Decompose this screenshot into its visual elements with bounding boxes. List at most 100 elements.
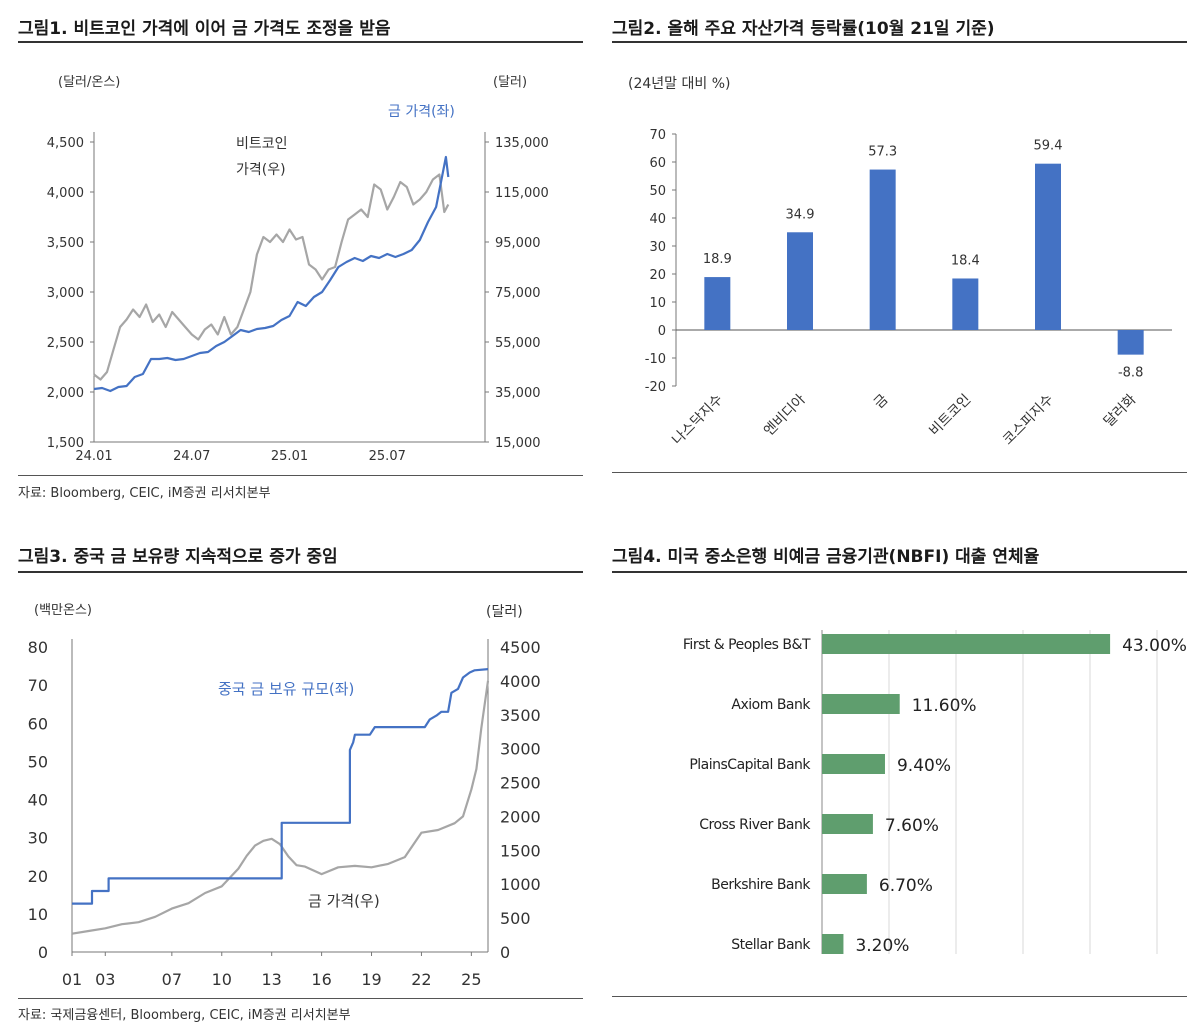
bar-금 xyxy=(869,169,896,330)
figure-2-title-rule xyxy=(612,41,1187,43)
right-axis-tick-label: 3500 xyxy=(500,706,541,725)
left-axis-tick-label: 20 xyxy=(28,867,48,886)
right-axis-tick-label: 4500 xyxy=(500,638,541,657)
left-axis-tick-label: 2,500 xyxy=(47,336,84,351)
x-axis-tick-label: 07 xyxy=(162,970,182,989)
left-axis-tick-label: 3,500 xyxy=(47,236,84,251)
x-axis-tick-label: 01 xyxy=(62,970,82,989)
right-axis-tick-label: 2000 xyxy=(500,807,541,826)
right-axis-tick-label: 1500 xyxy=(500,841,541,860)
left-axis-tick-label: 50 xyxy=(28,752,48,771)
right-axis-unit: (달러) xyxy=(486,604,523,620)
left-axis-tick-label: 60 xyxy=(28,714,48,733)
y-axis-tick-label: 20 xyxy=(649,268,666,283)
bar-Axiom Bank xyxy=(822,694,900,714)
category-label: 달러화 xyxy=(1101,391,1140,430)
bar-value-label: 59.4 xyxy=(1034,139,1063,154)
gold-price-line xyxy=(93,155,450,393)
y-axis-tick-label: -20 xyxy=(645,380,666,395)
bar-value-label: 34.9 xyxy=(786,207,815,222)
figure-4-bottom-rule xyxy=(612,996,1187,997)
figure-3-bottom-rule xyxy=(18,998,583,999)
figure-2-ylabel: (24년말 대비 %) xyxy=(628,76,730,92)
bitcoin-annotation-line1: 비트코인 xyxy=(236,136,288,152)
figure-1-title: 그림1. 비트코인 가격에 이어 금 가격도 조정을 받음 xyxy=(18,19,391,39)
y-axis-tick-label: 50 xyxy=(649,184,666,199)
category-label: 코스피지수 xyxy=(1000,391,1057,448)
x-axis-tick-label: 13 xyxy=(262,970,282,989)
bar-나스닥지수 xyxy=(704,277,731,330)
right-axis-tick-label: 95,000 xyxy=(495,236,541,251)
bar-value-label: 9.40% xyxy=(897,756,951,776)
right-axis-unit: (달러) xyxy=(493,75,527,90)
y-axis-tick-label: -10 xyxy=(645,352,666,367)
y-axis-tick-label: 60 xyxy=(649,156,666,171)
right-axis-tick-label: 75,000 xyxy=(495,286,541,301)
left-axis-tick-label: 1,500 xyxy=(47,436,84,451)
left-axis-unit: (달러/온스) xyxy=(58,75,120,90)
category-label: First & Peoples B&T xyxy=(683,637,811,653)
right-axis-tick-label: 4000 xyxy=(500,672,541,691)
figure-3-title: 그림3. 중국 금 보유량 지속적으로 증가 중임 xyxy=(18,547,338,567)
bar-value-label: 6.70% xyxy=(879,876,933,896)
right-axis-tick-label: 135,000 xyxy=(495,136,549,151)
x-axis-tick-label: 25.07 xyxy=(369,449,406,464)
left-axis-tick-label: 10 xyxy=(28,905,48,924)
bar-Cross River Bank xyxy=(822,814,873,834)
left-axis-tick-label: 70 xyxy=(28,676,48,695)
right-axis-tick-label: 35,000 xyxy=(495,386,541,401)
y-axis-tick-label: 0 xyxy=(658,324,666,339)
bitcoin-price-line xyxy=(93,173,450,381)
gold-price-line xyxy=(71,680,490,935)
category-label: PlainsCapital Bank xyxy=(689,757,811,773)
x-axis-tick-label: 10 xyxy=(212,970,232,989)
bar-value-label: 7.60% xyxy=(885,816,939,836)
left-axis-tick-label: 4,500 xyxy=(47,136,84,151)
category-label: 비트코인 xyxy=(926,392,974,440)
bitcoin-annotation-line2: 가격(우) xyxy=(236,162,286,178)
category-label: Berkshire Bank xyxy=(711,877,811,893)
figure-1-source: 자료: Bloomberg, CEIC, iM증권 리서치본부 xyxy=(18,486,271,501)
bar-Stellar Bank xyxy=(822,934,844,954)
figure-4-panel: 그림4. 미국 중소은행 비예금 금융기관(NBFI) 대출 연체율 First… xyxy=(612,542,1187,1002)
bar-엔비디아 xyxy=(787,232,813,330)
figure-3-source: 자료: 국제금융센터, Bloomberg, CEIC, iM증권 리서치본부 xyxy=(18,1008,351,1023)
bar-value-label: 43.00% xyxy=(1122,636,1187,656)
left-axis-tick-label: 80 xyxy=(28,638,48,657)
left-axis-tick-label: 3,000 xyxy=(47,286,84,301)
bar-비트코인 xyxy=(952,278,979,330)
figure-3-panel: 그림3. 중국 금 보유량 지속적으로 증가 중임 0 10 20 30 40 50 60 7… xyxy=(18,542,583,1027)
category-label: Axiom Bank xyxy=(731,697,811,713)
x-axis-tick-label: 03 xyxy=(95,970,115,989)
bar-value-label: -8.8 xyxy=(1118,366,1143,381)
right-axis-tick-label: 115,000 xyxy=(495,186,549,201)
bar-value-label: 18.4 xyxy=(951,253,980,268)
right-axis-tick-label: 3000 xyxy=(500,740,541,759)
figure-1-bottom-rule xyxy=(18,475,583,476)
x-axis-tick-label: 19 xyxy=(361,970,381,989)
bar-달러화 xyxy=(1117,330,1144,355)
bar-value-label: 18.9 xyxy=(703,252,732,267)
bar-코스피지수 xyxy=(1035,163,1061,330)
right-axis-tick-label: 1000 xyxy=(500,875,541,894)
figure-2-bottom-rule xyxy=(612,472,1187,473)
figure-4-title-rule xyxy=(612,571,1187,573)
china-gold-holdings-line xyxy=(72,668,489,905)
bar-First & Peoples B&T xyxy=(822,634,1111,654)
figure-1-chart: 1,500 2,000 2,500 3,000 3,500 4,000 4,500 15,00… xyxy=(47,75,549,464)
figure-3-chart: 0102030405060708005001000150020002500300… xyxy=(28,603,541,989)
category-label: 엔비디아 xyxy=(761,391,809,439)
x-axis-tick-label: 25 xyxy=(461,970,481,989)
bar-Berkshire Bank xyxy=(822,874,867,894)
figure-2-chart: (24년말 대비 %) -20 -10 0 10 20 30 40 50 60 70 18.9 나스… xyxy=(628,76,1172,448)
right-axis-tick-label: 55,000 xyxy=(495,336,541,351)
category-label: 나스닥지수 xyxy=(669,391,726,448)
y-axis-tick-label: 40 xyxy=(649,212,666,227)
x-axis-tick-label: 22 xyxy=(411,970,431,989)
bar-value-label: 57.3 xyxy=(868,145,897,160)
bar-value-label: 3.20% xyxy=(855,936,909,956)
right-axis-tick-label: 15,000 xyxy=(495,436,541,451)
figure-1-panel: 그림1. 비트코인 가격에 이어 금 가격도 조정을 받음 1,500 2,000… xyxy=(18,14,583,504)
left-axis-tick-label: 30 xyxy=(28,829,48,848)
figure-1-title-rule xyxy=(18,41,583,43)
